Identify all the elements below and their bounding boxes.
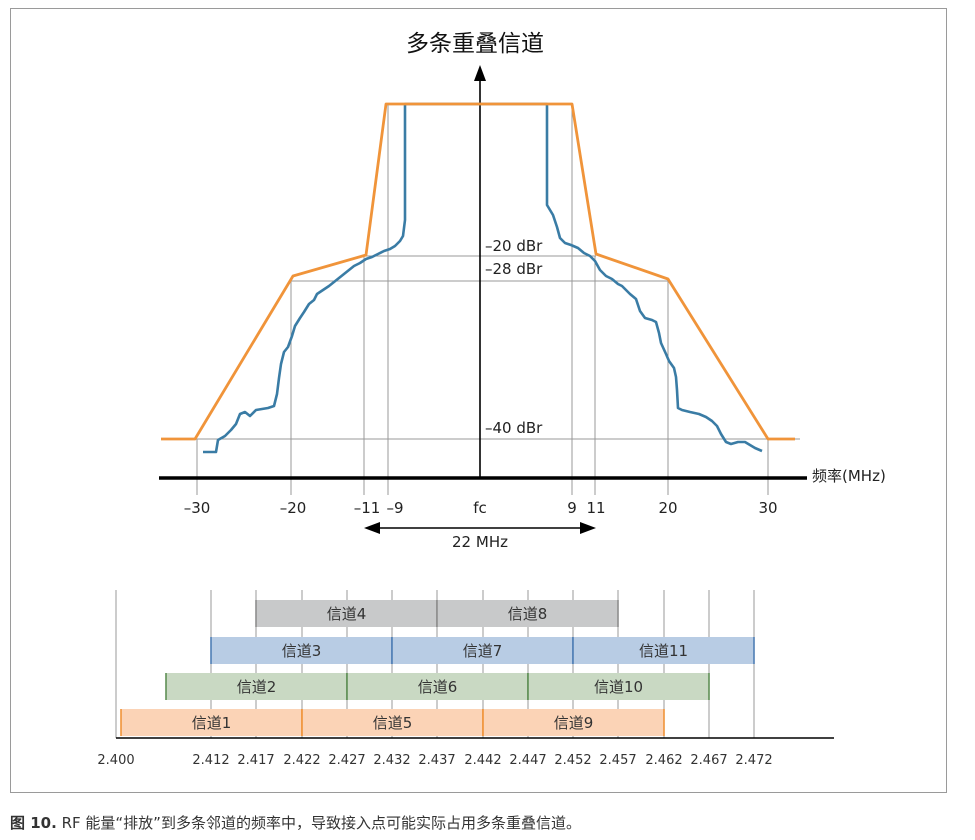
channel-label: 信道2 xyxy=(237,678,277,696)
channel-frequency-label: 2.452 xyxy=(554,753,591,768)
channel-label: 信道4 xyxy=(327,605,367,623)
channel-block: 信道9 xyxy=(482,709,665,736)
channel-bar xyxy=(573,637,754,664)
spectral-mask-outline xyxy=(161,102,795,441)
channel-frequency-labels: 2.400 2.412 2.417 2.422 2.427 2.432 2.437 2.442… xyxy=(97,753,772,768)
channel-bar xyxy=(166,673,347,700)
signal-spectrum-curve xyxy=(203,102,763,454)
tick-label: –11 xyxy=(354,499,381,517)
channel-label: 信道1 xyxy=(192,714,232,732)
channel-frequency-label: 2.462 xyxy=(645,753,682,768)
channel-label: 信道3 xyxy=(282,642,322,660)
channel-block: 信道2 xyxy=(165,673,348,700)
channel-frequency-label: 2.400 xyxy=(97,753,134,768)
spectral-mask-diagram: 多条重叠信道 频率(MHz) –20 dBr –28 dBr –40 dBr –… xyxy=(159,31,886,551)
caption-number: 图 10. xyxy=(10,814,57,832)
channel-overlap-diagram: 信道4 信道8 信道3 信道7 信道11 信道2 信道6 信道10 信道1 信道5 信道9 2.40… xyxy=(97,590,834,768)
diagram-title: 多条重叠信道 xyxy=(406,31,544,57)
channel-block: 信道8 xyxy=(436,600,619,627)
channel-bar xyxy=(528,673,709,700)
channel-bar xyxy=(392,637,573,664)
channel-block: 信道5 xyxy=(301,709,484,736)
tick-label: 9 xyxy=(567,499,577,517)
channel-block: 信道10 xyxy=(527,673,710,700)
vertical-axis-arrow xyxy=(474,65,486,81)
tick-label: 20 xyxy=(658,499,677,517)
channel-frequency-label: 2.412 xyxy=(192,753,229,768)
bandwidth-arrow xyxy=(364,522,596,534)
tick-label: 11 xyxy=(586,499,605,517)
figure-caption: 图 10. RF 能量“排放”到多条邻道的频率中，导致接入点可能实际占用多条重叠… xyxy=(10,812,581,833)
channel-block: 信道1 xyxy=(120,709,303,736)
level-label-28: –28 dBr xyxy=(485,260,543,278)
channel-frequency-label: 2.422 xyxy=(283,753,320,768)
channel-bar xyxy=(347,673,528,700)
channel-frequency-label: 2.467 xyxy=(690,753,727,768)
channel-bar xyxy=(211,637,392,664)
guide-lines xyxy=(161,104,800,495)
channel-block: 信道4 xyxy=(255,600,438,627)
figure-frame xyxy=(10,8,947,793)
bandwidth-label: 22 MHz xyxy=(452,533,508,551)
channel-block: 信道7 xyxy=(391,637,574,664)
channel-frequency-label: 2.417 xyxy=(237,753,274,768)
frequency-axis-label: 频率(MHz) xyxy=(812,467,886,485)
channel-rows: 信道4 信道8 信道3 信道7 信道11 信道2 信道6 信道10 信道1 信道5 信道9 xyxy=(120,600,755,736)
tick-label: –20 xyxy=(280,499,307,517)
channel-label: 信道11 xyxy=(639,642,688,660)
caption-text: RF 能量“排放”到多条邻道的频率中，导致接入点可能实际占用多条重叠信道。 xyxy=(61,814,581,832)
channel-label: 信道5 xyxy=(373,714,413,732)
level-label-40: –40 dBr xyxy=(485,419,543,437)
channel-label: 信道7 xyxy=(463,642,503,660)
frequency-tick-labels: –30 –20 –11 –9 fc 9 11 20 30 xyxy=(184,499,778,517)
channel-label: 信道8 xyxy=(508,605,548,623)
channel-frequency-label: 2.442 xyxy=(464,753,501,768)
channel-label: 信道6 xyxy=(418,678,458,696)
channel-block: 信道6 xyxy=(346,673,529,700)
channel-bar xyxy=(256,600,437,627)
channel-bar xyxy=(483,709,664,736)
tick-label: 30 xyxy=(758,499,777,517)
channel-frequency-label: 2.457 xyxy=(599,753,636,768)
tick-label: fc xyxy=(473,499,487,517)
channel-label: 信道10 xyxy=(594,678,643,696)
tick-label: –9 xyxy=(386,499,403,517)
channel-frequency-label: 2.472 xyxy=(735,753,772,768)
channel-bar xyxy=(437,600,618,627)
level-labels: –20 dBr –28 dBr –40 dBr xyxy=(485,237,543,437)
level-label-20: –20 dBr xyxy=(485,237,543,255)
channel-frequency-label: 2.432 xyxy=(373,753,410,768)
channel-bar xyxy=(302,709,483,736)
channel-frequency-label: 2.427 xyxy=(328,753,365,768)
channel-block: 信道3 xyxy=(210,637,393,664)
channel-label: 信道9 xyxy=(554,714,594,732)
channel-frequency-label: 2.447 xyxy=(509,753,546,768)
tick-label: –30 xyxy=(184,499,211,517)
channel-block: 信道11 xyxy=(572,637,755,664)
channel-bar xyxy=(121,709,302,736)
channel-frequency-label: 2.437 xyxy=(418,753,455,768)
